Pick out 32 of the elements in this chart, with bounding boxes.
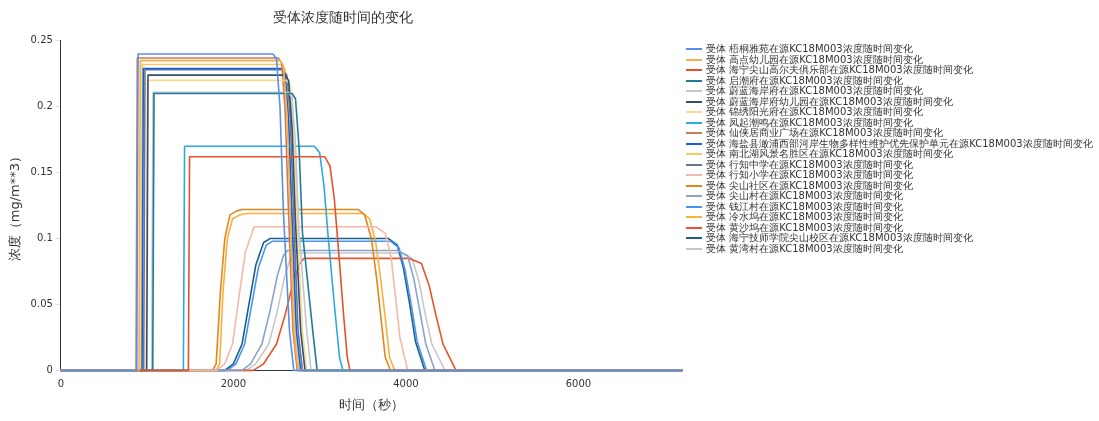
x-tick-label: 4000	[393, 377, 419, 389]
legend-label: 受体 蔚蓝海岸府在源KC18M003浓度随时间变化	[706, 85, 923, 97]
y-tick-label: 0.15	[30, 166, 53, 178]
legend-label: 受体 海宁技师学院尖山校区在源KC18M003浓度随时间变化	[706, 232, 973, 244]
legend-label: 受体 尖山社区在源KC18M003浓度随时间变化	[706, 179, 913, 191]
legend-label: 受体 凤起潮鸣在源KC18M003浓度随时间变化	[706, 116, 913, 128]
y-tick-label: 0.05	[30, 298, 53, 310]
legend-label: 受体 黄湾村在源KC18M003浓度随时间变化	[706, 242, 903, 254]
legend-label: 受体 锦绣阳光府在源KC18M003浓度随时间变化	[706, 106, 923, 118]
y-tick-label: 0.2	[36, 100, 53, 112]
legend-label: 受体 黄沙坞在源KC18M003浓度随时间变化	[706, 221, 903, 233]
legend-label: 受体 行知小学在源KC18M003浓度随时间变化	[706, 169, 913, 181]
legend-label: 受体 海宁尖山高尔夫俱乐部在源KC18M003浓度随时间变化	[706, 64, 973, 75]
y-tick-label: 0.1	[36, 232, 53, 244]
legend-label: 受体 启潮府在源KC18M003浓度随时间变化	[706, 74, 903, 86]
x-axis-title: 时间（秒）	[338, 396, 404, 412]
legend-label: 受体 南北湖风景名胜区在源KC18M003浓度随时间变化	[706, 148, 953, 160]
legend-label: 受体 高点幼儿园在源KC18M003浓度随时间变化	[706, 53, 923, 65]
legend-label: 受体 仙侠居商业广场在源KC18M003浓度随时间变化	[706, 127, 943, 139]
y-tick-label: 0.25	[30, 34, 53, 46]
y-axis-title: 浓度（mg/m**3）	[7, 149, 23, 262]
legend-label: 受体 蔚蓝海岸府幼儿园在源KC18M003浓度随时间变化	[706, 95, 953, 107]
legend-label: 受体 海盐县澉浦西部河岸生物多样性维护优先保护单元在源KC18M003浓度随时间变化	[706, 137, 1093, 149]
legend-label: 受体 冷水坞在源KC18M003浓度随时间变化	[706, 211, 903, 223]
legend-label: 受体 尖山村在源KC18M003浓度随时间变化	[706, 190, 903, 202]
y-tick-label: 0	[46, 363, 53, 375]
legend-label: 受体 钱江村在源KC18M003浓度随时间变化	[706, 200, 903, 212]
x-tick-label: 0	[57, 377, 65, 389]
legend-label: 受体 行知中学在源KC18M003浓度随时间变化	[706, 158, 913, 170]
x-tick-label: 6000	[565, 377, 592, 389]
chart-title: 受体浓度随时间的变化	[273, 9, 413, 26]
x-tick-label: 2000	[220, 377, 247, 389]
